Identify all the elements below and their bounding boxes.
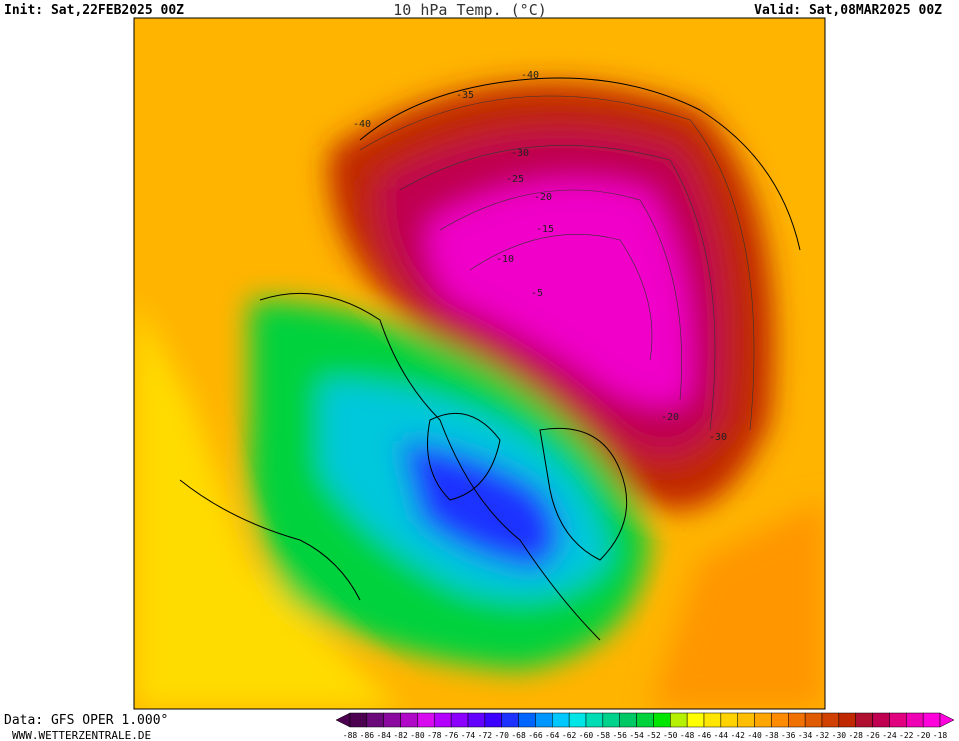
contour-label: -25 — [506, 174, 524, 185]
legend-swatch — [906, 712, 924, 728]
contour-label: -20 — [534, 192, 552, 203]
legend-swatch — [349, 712, 368, 728]
legend-swatch — [366, 712, 384, 728]
legend-label: -86 — [360, 731, 375, 740]
legend-swatch — [417, 712, 435, 728]
contour-label: -5 — [531, 288, 543, 299]
legend-swatch — [872, 712, 890, 728]
contour-label: -40 — [521, 70, 539, 81]
legend-label: -38 — [764, 731, 779, 740]
legend-swatch — [450, 712, 469, 728]
legend-label: -22 — [899, 731, 914, 740]
legend-swatch — [383, 712, 401, 728]
legend-swatch — [804, 712, 823, 728]
legend-label: -46 — [697, 731, 712, 740]
legend-label: -54 — [629, 731, 644, 740]
legend-label: -68 — [511, 731, 526, 740]
contour-label: -40 — [353, 119, 371, 130]
init-time: Init: Sat,22FEB2025 00Z — [4, 3, 184, 18]
legend-swatch — [568, 712, 587, 728]
legend-label: -32 — [815, 731, 830, 740]
legend-label: -28 — [848, 731, 863, 740]
legend-arrow — [939, 712, 955, 728]
data-source: Data: GFS OPER 1.000° — [4, 713, 168, 728]
legend-swatch — [501, 712, 519, 728]
valid-time: Valid: Sat,08MAR2025 00Z — [754, 3, 942, 18]
temperature-field — [134, 18, 825, 709]
legend-label: -18 — [933, 731, 948, 740]
legend-swatch — [821, 712, 840, 728]
legend-swatch — [636, 712, 654, 728]
contour-label: -30 — [709, 432, 727, 443]
legend-swatch — [889, 712, 907, 728]
website-url: WWW.WETTERZENTRALE.DE — [12, 729, 151, 741]
legend-swatch — [619, 712, 637, 728]
legend-swatch — [653, 712, 671, 728]
legend-label: -36 — [781, 731, 796, 740]
legend-swatch — [737, 712, 755, 728]
legend-label: -64 — [545, 731, 560, 740]
legend-label: -62 — [562, 731, 577, 740]
legend-label: -24 — [882, 731, 897, 740]
legend-swatch — [788, 712, 806, 728]
legend-swatch — [400, 712, 418, 728]
legend-label: -74 — [461, 731, 476, 740]
legend-label: -84 — [376, 731, 391, 740]
legend-swatch — [518, 712, 536, 728]
legend-swatch — [922, 712, 941, 728]
legend-label: -40 — [747, 731, 762, 740]
legend-label: -72 — [478, 731, 493, 740]
legend-label: -44 — [714, 731, 729, 740]
legend-swatch — [703, 712, 722, 728]
legend-label: -82 — [393, 731, 408, 740]
legend-label: -70 — [494, 731, 509, 740]
legend-swatch — [686, 712, 705, 728]
legend-swatch — [855, 712, 873, 728]
legend-label: -80 — [410, 731, 425, 740]
legend-swatch — [552, 712, 570, 728]
contour-label: -20 — [661, 412, 679, 423]
legend-label: -58 — [596, 731, 611, 740]
legend-label: -66 — [528, 731, 543, 740]
legend-swatch — [434, 712, 452, 728]
legend-swatch — [670, 712, 688, 728]
legend-label: -50 — [663, 731, 678, 740]
legend-label: -20 — [916, 731, 931, 740]
legend-swatch — [585, 712, 604, 728]
legend-swatch — [771, 712, 789, 728]
legend-label: -60 — [579, 731, 594, 740]
legend-swatch — [838, 712, 856, 728]
contour-label: -30 — [511, 148, 529, 159]
legend-label: -76 — [444, 731, 459, 740]
legend-label: -42 — [730, 731, 745, 740]
legend-label: -78 — [427, 731, 442, 740]
legend-arrow — [335, 712, 351, 728]
legend-label: -88 — [343, 731, 358, 740]
legend-swatch — [720, 712, 738, 728]
legend-label: -34 — [798, 731, 813, 740]
legend-swatch — [484, 712, 502, 728]
legend-swatch — [467, 712, 486, 728]
legend-label: -48 — [680, 731, 695, 740]
legend-swatch — [754, 712, 772, 728]
legend-label: -52 — [646, 731, 661, 740]
contour-label: -10 — [496, 254, 514, 265]
legend-swatch — [535, 712, 553, 728]
map-title: 10 hPa Temp. (°C) — [393, 1, 547, 19]
contour-label: -15 — [536, 224, 554, 235]
legend-label: -30 — [832, 731, 847, 740]
map-frame — [133, 17, 826, 710]
legend-label: -56 — [612, 731, 627, 740]
legend-label: -26 — [865, 731, 880, 740]
contour-label: -35 — [456, 90, 474, 101]
legend-swatch — [602, 712, 620, 728]
